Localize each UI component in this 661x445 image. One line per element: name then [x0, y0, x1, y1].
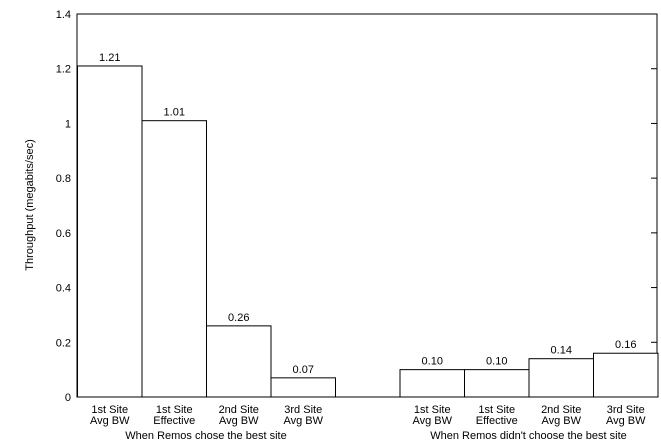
bar	[270, 377, 336, 398]
category-label: Avg BW	[541, 415, 581, 427]
bar-value-label: 0.26	[228, 312, 249, 324]
bar	[141, 120, 207, 398]
bar-value-label: 0.07	[293, 364, 314, 376]
category-label: Effective	[153, 415, 195, 427]
y-tick-label: 1.2	[56, 64, 71, 76]
bar-value-label: 1.21	[99, 52, 120, 64]
y-tick-label: 1	[65, 118, 71, 130]
bar-value-label: 0.14	[551, 345, 572, 357]
y-tick-label: 0.8	[56, 173, 71, 185]
y-tick-label: 0	[65, 392, 71, 404]
category-label: 1st Site	[156, 404, 193, 416]
category-label: 1st Site	[414, 404, 451, 416]
category-label: 2nd Site	[219, 404, 259, 416]
category-label: Avg BW	[283, 415, 323, 427]
bar-value-label: 0.16	[615, 339, 636, 351]
bar	[77, 65, 143, 398]
category-label: Avg BW	[90, 415, 130, 427]
bar-value-label: 1.01	[164, 107, 185, 119]
bar	[464, 369, 530, 398]
category-label: 1st Site	[91, 404, 128, 416]
y-tick-label: 1.4	[56, 9, 71, 21]
y-tick-label: 0.6	[56, 228, 71, 240]
bar	[528, 358, 594, 398]
bar-value-label: 0.10	[422, 356, 443, 368]
bar	[593, 352, 659, 398]
category-label: Avg BW	[219, 415, 259, 427]
category-label: Effective	[476, 415, 518, 427]
category-label: Avg BW	[412, 415, 452, 427]
y-tick-label: 0.2	[56, 337, 71, 349]
category-label: 3rd Site	[284, 404, 322, 416]
y-axis-label: Throughput (megabits/sec)	[24, 139, 36, 270]
y-tick-label: 0.4	[56, 283, 71, 295]
bar-value-label: 0.10	[486, 356, 507, 368]
group-label: When Remos didn't choose the best site	[430, 430, 627, 442]
group-label: When Remos chose the best site	[125, 430, 286, 442]
category-label: 3rd Site	[607, 404, 645, 416]
bar	[206, 325, 272, 398]
bar	[399, 369, 465, 398]
category-label: 2nd Site	[541, 404, 581, 416]
category-label: Avg BW	[606, 415, 646, 427]
category-label: 1st Site	[478, 404, 515, 416]
bars: 1.21 1.01 0.26 0.07 0.10 0.10 0.14 0.16	[77, 52, 659, 398]
